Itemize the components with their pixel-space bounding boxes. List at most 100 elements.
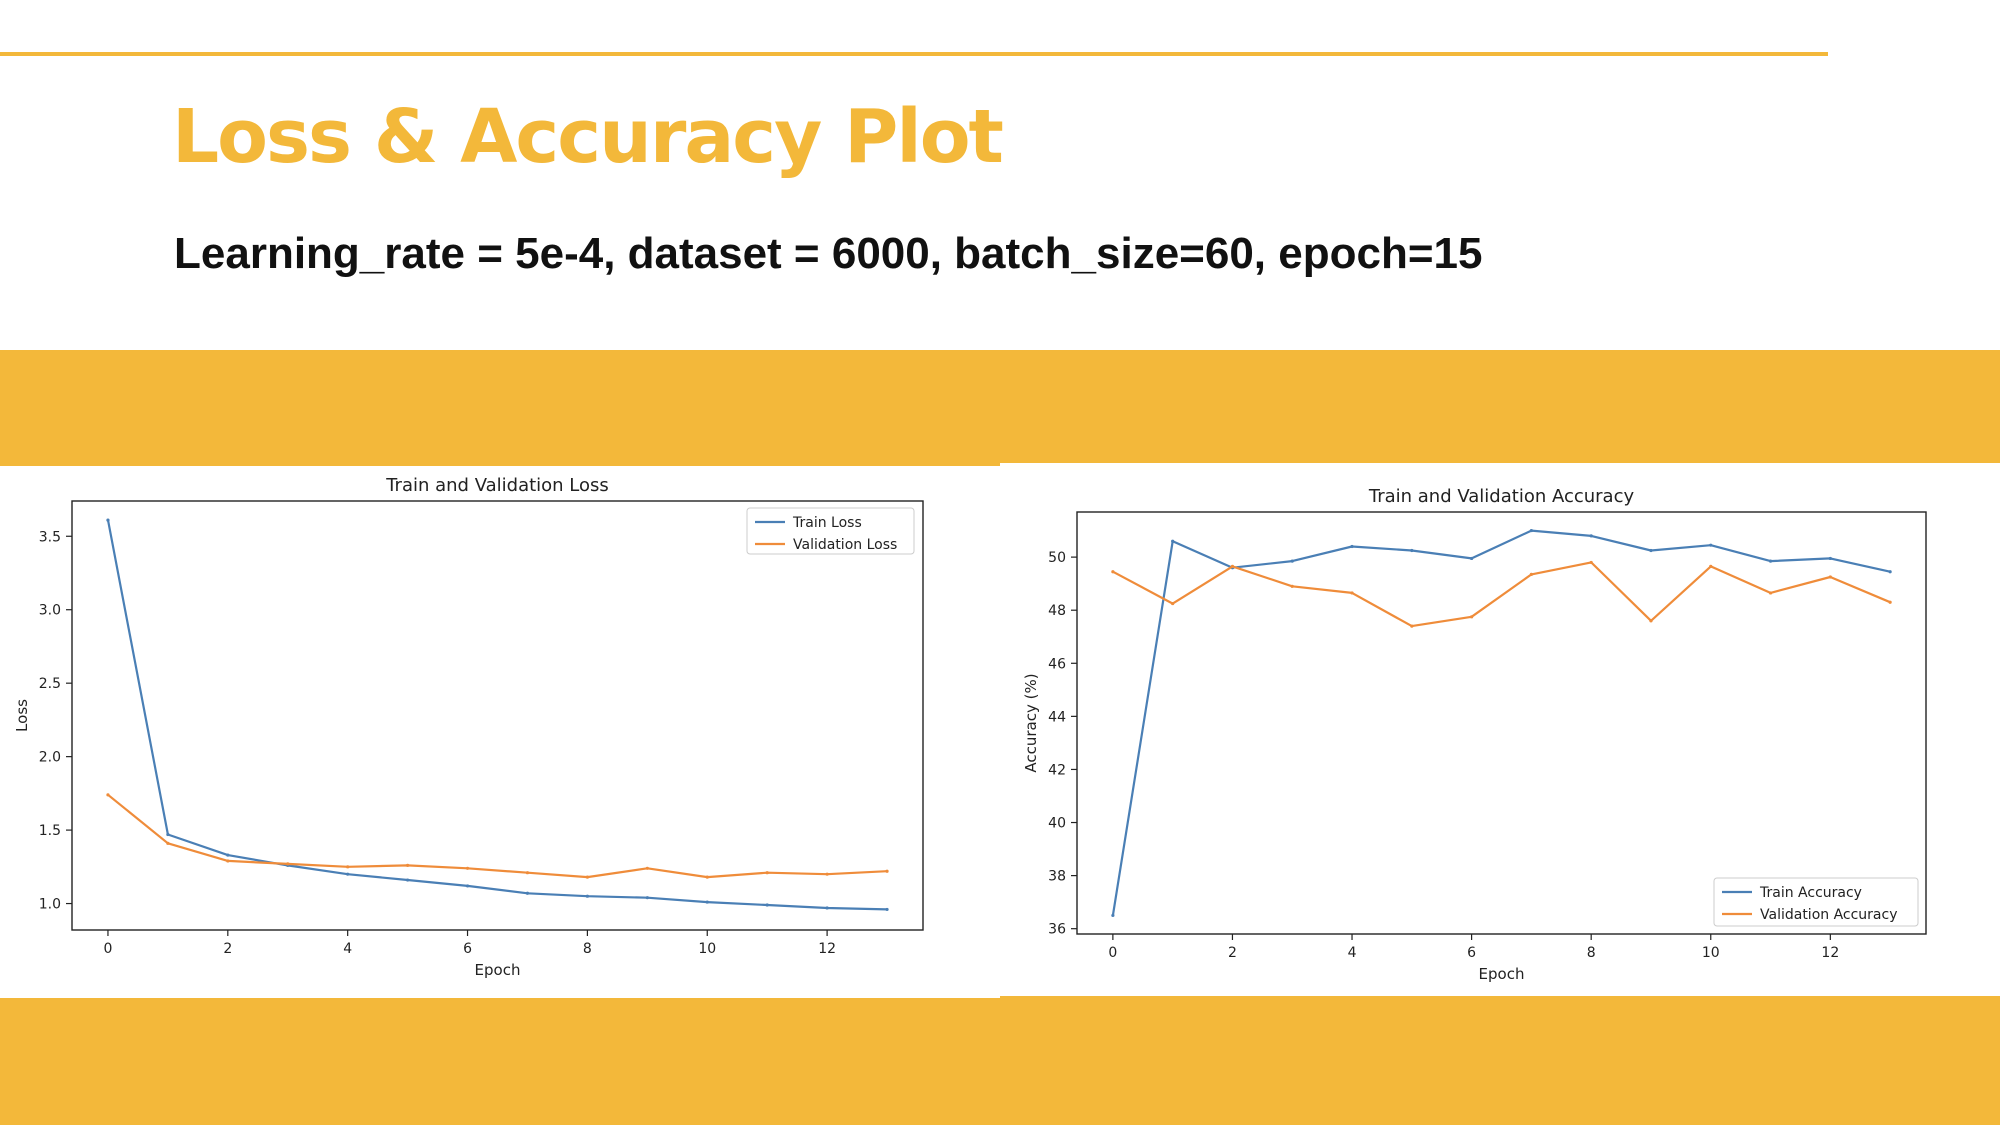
y-tick-label: 1.0 bbox=[39, 897, 61, 913]
top-rule bbox=[0, 52, 1828, 56]
y-tick-label: 40 bbox=[1048, 816, 1066, 832]
slide-subtitle: Learning_rate = 5e-4, dataset = 6000, ba… bbox=[174, 229, 1483, 278]
x-tick-label: 10 bbox=[698, 941, 716, 957]
x-tick-label: 8 bbox=[1587, 945, 1596, 961]
data-point-validation-accuracy bbox=[1350, 591, 1354, 595]
x-tick-label: 2 bbox=[223, 941, 232, 957]
y-tick-label: 2.5 bbox=[39, 676, 61, 692]
data-point-train-accuracy bbox=[1589, 534, 1593, 538]
data-point-train-loss bbox=[525, 891, 530, 895]
chart-title: Train and Validation Loss bbox=[385, 475, 609, 496]
data-point-train-loss bbox=[585, 894, 589, 898]
data-point-train-accuracy bbox=[1350, 544, 1354, 549]
data-point-validation-loss bbox=[286, 862, 290, 866]
y-tick-label: 46 bbox=[1048, 656, 1066, 672]
data-point-validation-accuracy bbox=[1768, 591, 1773, 595]
data-point-train-accuracy bbox=[1649, 548, 1653, 553]
data-point-validation-loss bbox=[106, 793, 110, 797]
slide-title: Loss & Accuracy Plot bbox=[172, 94, 1004, 180]
data-point-validation-accuracy bbox=[1529, 572, 1533, 576]
data-point-train-accuracy bbox=[1470, 556, 1474, 561]
data-point-validation-accuracy bbox=[1589, 560, 1593, 565]
data-point-train-loss bbox=[166, 832, 170, 837]
data-point-train-accuracy bbox=[1410, 548, 1414, 553]
data-point-validation-loss bbox=[406, 863, 410, 867]
data-point-validation-accuracy bbox=[1171, 601, 1175, 606]
data-point-validation-loss bbox=[645, 866, 649, 870]
legend-label-validation-loss: Validation Loss bbox=[793, 537, 897, 553]
data-point-validation-loss bbox=[585, 875, 589, 879]
x-axis-label: Epoch bbox=[475, 961, 521, 979]
data-point-validation-loss bbox=[525, 871, 530, 875]
loss-chart: Train and Validation Loss 0 2 4 6 8 10 12 1.0 1.5… bbox=[13, 475, 924, 979]
series-line-train-accuracy bbox=[1111, 529, 1891, 916]
data-point-validation-accuracy bbox=[1230, 564, 1235, 569]
data-point-train-loss bbox=[106, 518, 110, 522]
legend-label-train-loss: Train Loss bbox=[792, 515, 862, 531]
x-tick-label: 12 bbox=[818, 941, 836, 957]
data-point-validation-accuracy bbox=[1649, 619, 1653, 623]
data-point-validation-loss bbox=[465, 866, 470, 870]
series-line-validation-accuracy bbox=[1112, 561, 1891, 628]
legend-box bbox=[1713, 877, 1919, 927]
x-tick-label: 8 bbox=[583, 941, 592, 957]
chart-title: Train and Validation Accuracy bbox=[1368, 486, 1635, 507]
accent-band-bottom bbox=[0, 996, 2000, 1125]
x-axis-label: Epoch bbox=[1479, 965, 1525, 983]
data-point-train-loss bbox=[346, 872, 350, 876]
data-point-validation-loss bbox=[226, 859, 230, 863]
data-point-train-accuracy bbox=[1290, 559, 1294, 563]
data-point-validation-accuracy bbox=[1888, 600, 1892, 604]
data-point-validation-accuracy bbox=[1828, 575, 1832, 579]
data-point-train-accuracy bbox=[1828, 556, 1832, 561]
y-tick-label: 48 bbox=[1048, 603, 1066, 619]
data-point-validation-loss bbox=[885, 869, 889, 873]
y-tick-label: 1.5 bbox=[39, 823, 61, 839]
plot-frame bbox=[1076, 511, 1927, 935]
data-point-train-loss bbox=[825, 906, 829, 910]
x-tick-label: 10 bbox=[1702, 945, 1720, 961]
x-tick-label: 6 bbox=[1467, 945, 1476, 961]
x-tick-label: 2 bbox=[1228, 945, 1237, 961]
data-point-validation-loss bbox=[705, 875, 709, 879]
data-point-train-loss bbox=[885, 907, 889, 912]
y-axis-label: Accuracy (%) bbox=[1022, 673, 1040, 772]
legend-label-train-accuracy: Train Accuracy bbox=[1759, 885, 1862, 901]
series-line-validation-loss bbox=[107, 793, 888, 879]
data-point-validation-accuracy bbox=[1410, 624, 1414, 628]
accuracy-chart-panel: Train and Validation Accuracy 0 2 4 6 8 10 12 36… bbox=[1000, 463, 2000, 995]
data-point-train-accuracy bbox=[1111, 913, 1115, 918]
x-tick-label: 4 bbox=[1348, 945, 1357, 961]
accent-band-top bbox=[0, 350, 2000, 466]
data-point-validation-accuracy bbox=[1111, 570, 1115, 574]
x-tick-label: 12 bbox=[1821, 945, 1839, 961]
data-point-train-loss bbox=[645, 896, 649, 900]
y-tick-label: 38 bbox=[1048, 869, 1066, 885]
y-tick-label: 36 bbox=[1048, 922, 1066, 938]
loss-chart-panel: Train and Validation Loss 0 2 4 6 8 10 12 1.0 1.5… bbox=[0, 466, 1000, 998]
data-point-validation-loss bbox=[765, 871, 769, 875]
x-tick-label: 6 bbox=[463, 941, 472, 957]
plot-frame bbox=[71, 500, 924, 931]
data-point-train-loss bbox=[705, 900, 709, 904]
y-tick-label: 44 bbox=[1048, 709, 1066, 725]
data-point-train-accuracy bbox=[1709, 543, 1713, 547]
y-tick-label: 50 bbox=[1048, 550, 1066, 566]
data-point-train-accuracy bbox=[1768, 559, 1773, 563]
data-point-train-loss bbox=[226, 853, 230, 857]
data-point-train-loss bbox=[765, 903, 769, 907]
data-point-validation-loss bbox=[166, 841, 170, 845]
data-point-train-loss bbox=[465, 884, 470, 888]
y-tick-label: 2.0 bbox=[39, 750, 61, 766]
y-tick-label: 3.0 bbox=[39, 603, 61, 619]
data-point-train-loss bbox=[406, 878, 410, 882]
data-point-validation-loss bbox=[346, 865, 350, 869]
y-tick-label: 3.5 bbox=[39, 529, 61, 545]
y-tick-label: 42 bbox=[1048, 762, 1066, 778]
data-point-validation-accuracy bbox=[1709, 564, 1713, 569]
data-point-train-accuracy bbox=[1888, 570, 1892, 574]
x-tick-label: 0 bbox=[103, 941, 112, 957]
data-point-validation-loss bbox=[825, 872, 829, 876]
series-line-train-loss bbox=[106, 519, 888, 911]
legend-box bbox=[746, 507, 915, 555]
